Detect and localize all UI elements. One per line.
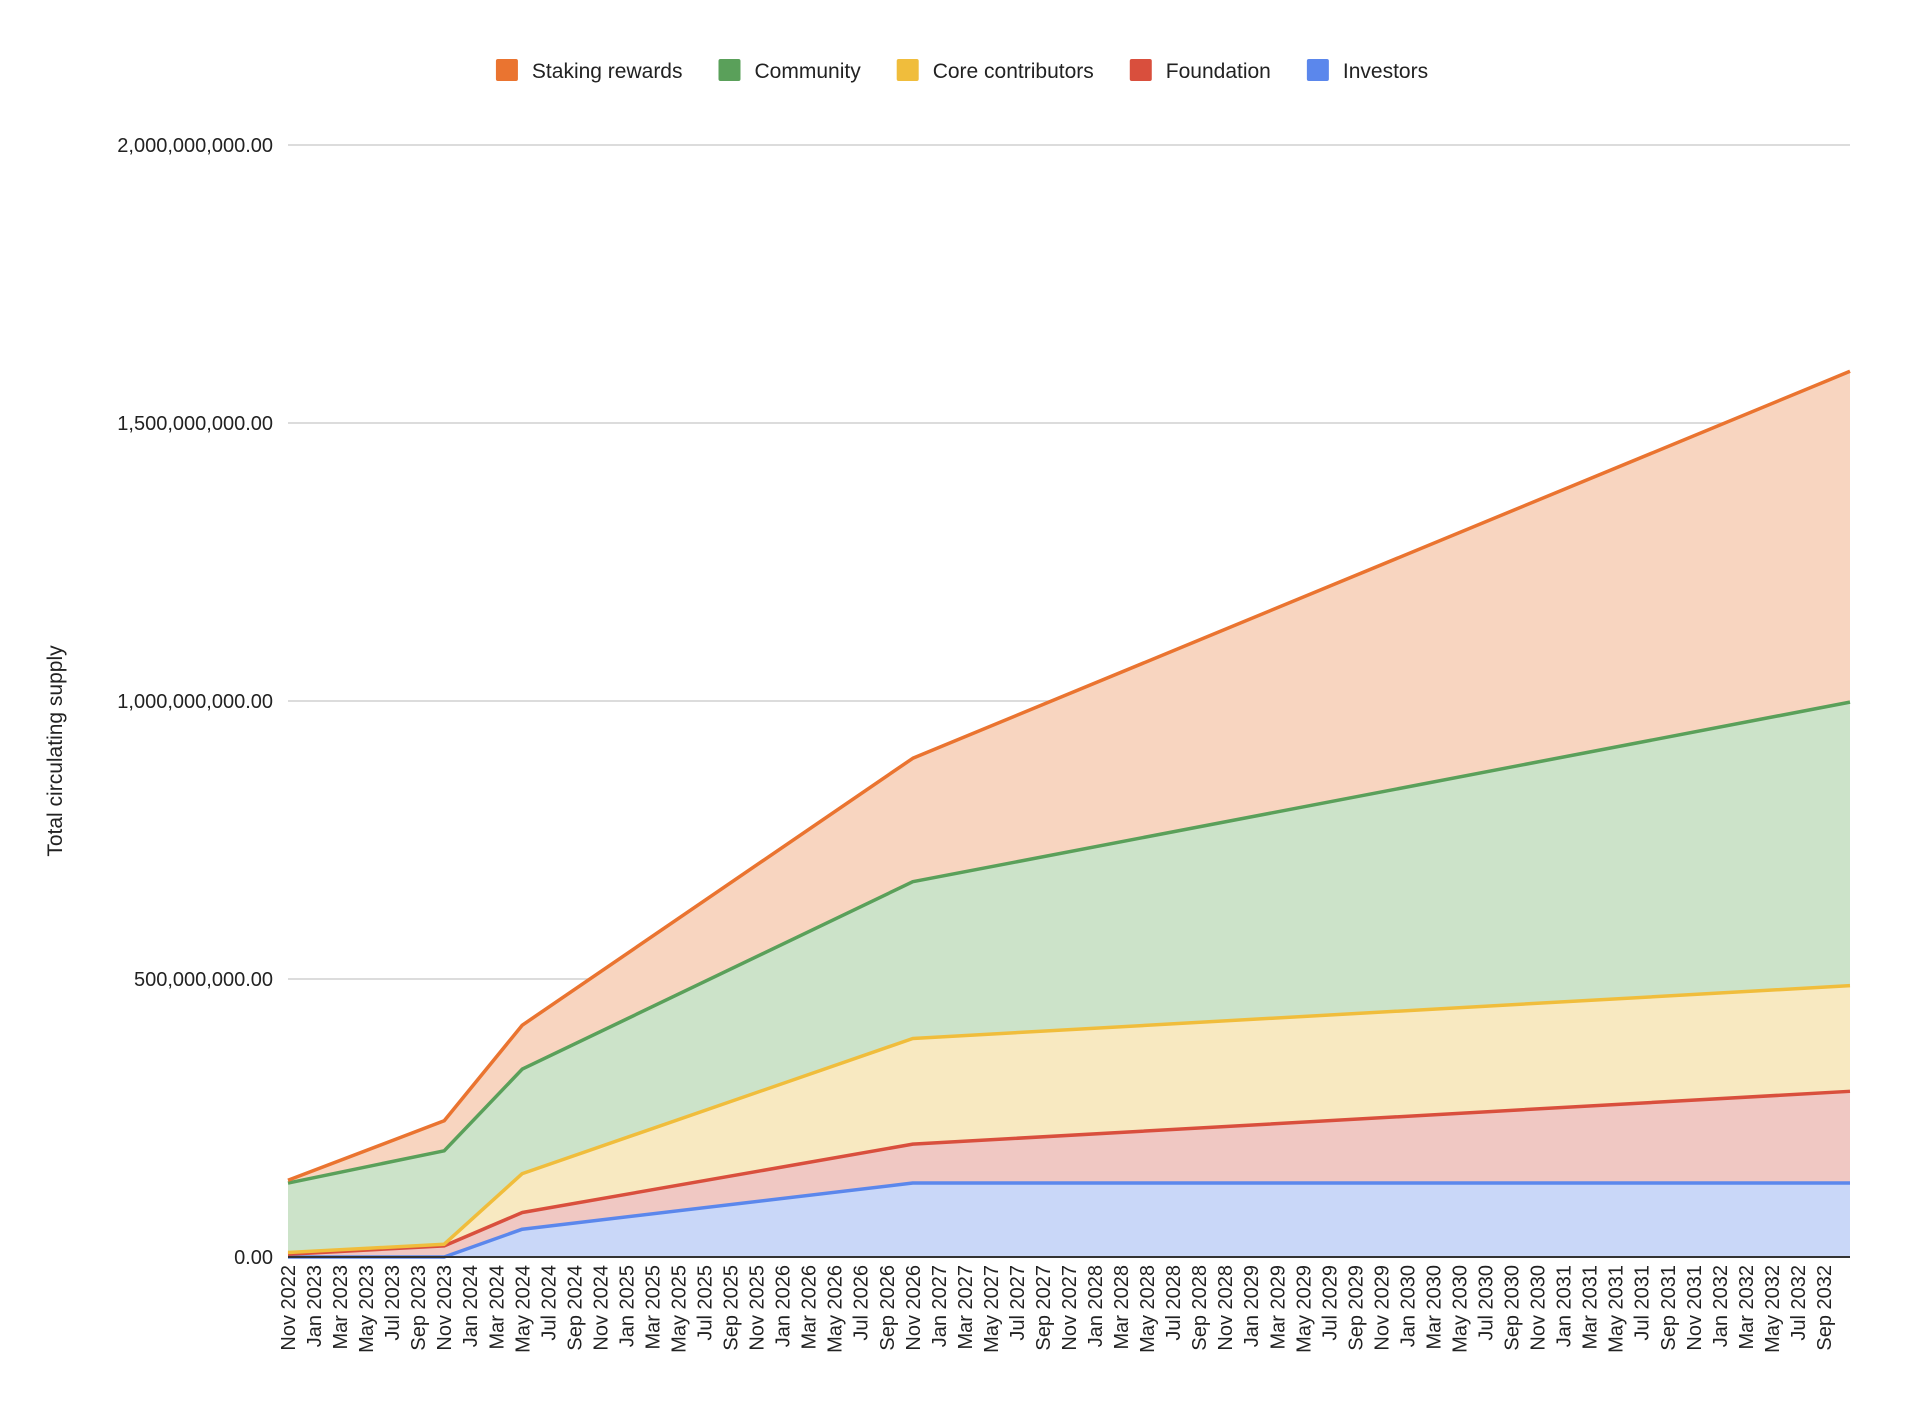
x-tick-label: Nov 2031 <box>1684 1265 1706 1351</box>
x-tick-label: Jul 2029 <box>1319 1265 1341 1341</box>
x-tick-label: Jan 2029 <box>1241 1265 1263 1347</box>
x-tick-label: Jul 2024 <box>538 1265 560 1341</box>
x-tick-label: Jan 2031 <box>1554 1265 1576 1347</box>
x-tick-label: Jul 2027 <box>1007 1265 1029 1341</box>
legend-swatch <box>718 59 741 81</box>
x-tick-label: Sep 2026 <box>877 1265 899 1351</box>
legend: Staking rewards Community Core contributor… <box>495 59 1428 83</box>
area-community <box>288 702 1850 1253</box>
x-tick-label: Jul 2023 <box>382 1265 404 1341</box>
x-tick-label: Mar 2032 <box>1736 1265 1758 1350</box>
x-tick-label: Nov 2022 <box>278 1265 300 1351</box>
x-tick-label: Mar 2025 <box>642 1265 664 1350</box>
x-tick-label: Mar 2030 <box>1423 1265 1445 1350</box>
x-tick-label: Jan 2030 <box>1397 1265 1419 1347</box>
x-tick-label: Mar 2023 <box>330 1265 352 1350</box>
x-tick-label: Sep 2025 <box>721 1265 743 1351</box>
x-tick-label: Jul 2028 <box>1163 1265 1185 1341</box>
legend-item-staking-rewards: Staking rewards <box>495 59 683 83</box>
line-core-contributors <box>287 983 1851 1255</box>
x-tick-label: Jul 2025 <box>695 1265 717 1341</box>
x-tick-label: May 2029 <box>1293 1265 1315 1353</box>
line-community <box>287 700 1851 1185</box>
legend-label: Investors <box>1343 60 1428 83</box>
x-tick-label: Jan 2026 <box>773 1265 795 1347</box>
x-tick-label: Jul 2031 <box>1632 1265 1654 1341</box>
x-tick-label: Jan 2024 <box>460 1265 482 1347</box>
x-tick-label: Mar 2024 <box>486 1265 508 1350</box>
legend-label: Foundation <box>1166 60 1271 83</box>
legend-swatch <box>896 59 919 81</box>
x-tick-label: Sep 2031 <box>1658 1265 1680 1351</box>
x-tick-label: Jan 2023 <box>304 1265 326 1347</box>
line-staking-rewards <box>287 369 1851 1182</box>
x-tick-label: May 2030 <box>1450 1265 1472 1353</box>
x-tick-label: Sep 2029 <box>1345 1265 1367 1351</box>
x-tick-labels: Nov 2022 Jan 2023 Mar 2023 May 2023 Jul 2023… <box>278 1265 1836 1353</box>
x-tick-label: May 2031 <box>1606 1265 1628 1353</box>
y-tick-label: 0.00 <box>234 1247 273 1269</box>
x-tick-label: May 2024 <box>512 1265 534 1353</box>
x-tick-label: Sep 2024 <box>564 1265 586 1351</box>
x-tick-label: May 2032 <box>1762 1265 1784 1353</box>
x-tick-label: Mar 2031 <box>1580 1265 1602 1350</box>
x-tick-label: May 2027 <box>981 1265 1003 1353</box>
x-tick-label: Mar 2027 <box>955 1265 977 1350</box>
x-tick-label: Nov 2029 <box>1371 1265 1393 1351</box>
x-tick-label: Jan 2025 <box>616 1265 638 1347</box>
legend-swatch <box>495 59 518 81</box>
x-tick-label: Nov 2028 <box>1215 1265 1237 1351</box>
x-tick-label: Nov 2027 <box>1059 1265 1081 1351</box>
x-tick-label: Sep 2027 <box>1033 1265 1055 1351</box>
x-tick-label: Mar 2028 <box>1111 1265 1133 1350</box>
x-tick-label: May 2028 <box>1137 1265 1159 1353</box>
x-tick-label: Nov 2025 <box>747 1265 769 1351</box>
x-tick-label: Mar 2026 <box>799 1265 821 1350</box>
x-tick-label: Jan 2028 <box>1085 1265 1107 1347</box>
x-tick-label: Jul 2032 <box>1788 1265 1810 1341</box>
x-tick-label: Nov 2026 <box>903 1265 925 1351</box>
x-tick-label: Sep 2028 <box>1189 1265 1211 1351</box>
area-core-contributors <box>288 985 1850 1255</box>
area-staking-rewards <box>288 371 1850 1184</box>
x-tick-label: May 2025 <box>669 1265 691 1353</box>
legend-label: Core contributors <box>933 60 1094 83</box>
legend-item-foundation: Foundation <box>1129 59 1271 83</box>
x-tick-label: Jan 2027 <box>929 1265 951 1347</box>
x-tick-label: Sep 2032 <box>1814 1265 1836 1351</box>
area-investors <box>288 1183 1850 1257</box>
legend-label: Community <box>755 60 862 83</box>
x-tick-label: Mar 2029 <box>1267 1265 1289 1350</box>
x-tick-label: May 2026 <box>825 1265 847 1353</box>
legend-swatch <box>1129 59 1152 81</box>
y-axis-title: Total circulating supply <box>44 645 67 857</box>
x-tick-label: Jul 2030 <box>1476 1265 1498 1341</box>
legend-label: Staking rewards <box>532 60 683 83</box>
x-tick-label: Nov 2024 <box>590 1265 612 1351</box>
y-tick-label: 500,000,000.00 <box>134 969 273 991</box>
x-tick-label: Jan 2032 <box>1710 1265 1732 1347</box>
area-fills <box>288 371 1850 1257</box>
legend-item-investors: Investors <box>1306 59 1428 83</box>
y-tick-label: 1,000,000,000.00 <box>117 691 273 713</box>
y-tick-label: 2,000,000,000.00 <box>117 135 273 157</box>
x-tick-label: Sep 2023 <box>408 1265 430 1351</box>
x-tick-label: Nov 2030 <box>1528 1265 1550 1351</box>
legend-item-core-contributors: Core contributors <box>896 59 1094 83</box>
legend-swatch <box>1306 59 1329 81</box>
x-tick-label: Jul 2026 <box>851 1265 873 1341</box>
x-tick-label: Sep 2030 <box>1502 1265 1524 1351</box>
x-tick-label: Nov 2023 <box>434 1265 456 1351</box>
x-tick-label: May 2023 <box>356 1265 378 1353</box>
legend-item-community: Community <box>718 59 862 83</box>
y-tick-label: 1,500,000,000.00 <box>117 413 273 435</box>
y-tick-labels: 0.00 500,000,000.00 1,000,000,000.00 1,500,… <box>117 135 273 1269</box>
area-foundation <box>288 1091 1850 1257</box>
